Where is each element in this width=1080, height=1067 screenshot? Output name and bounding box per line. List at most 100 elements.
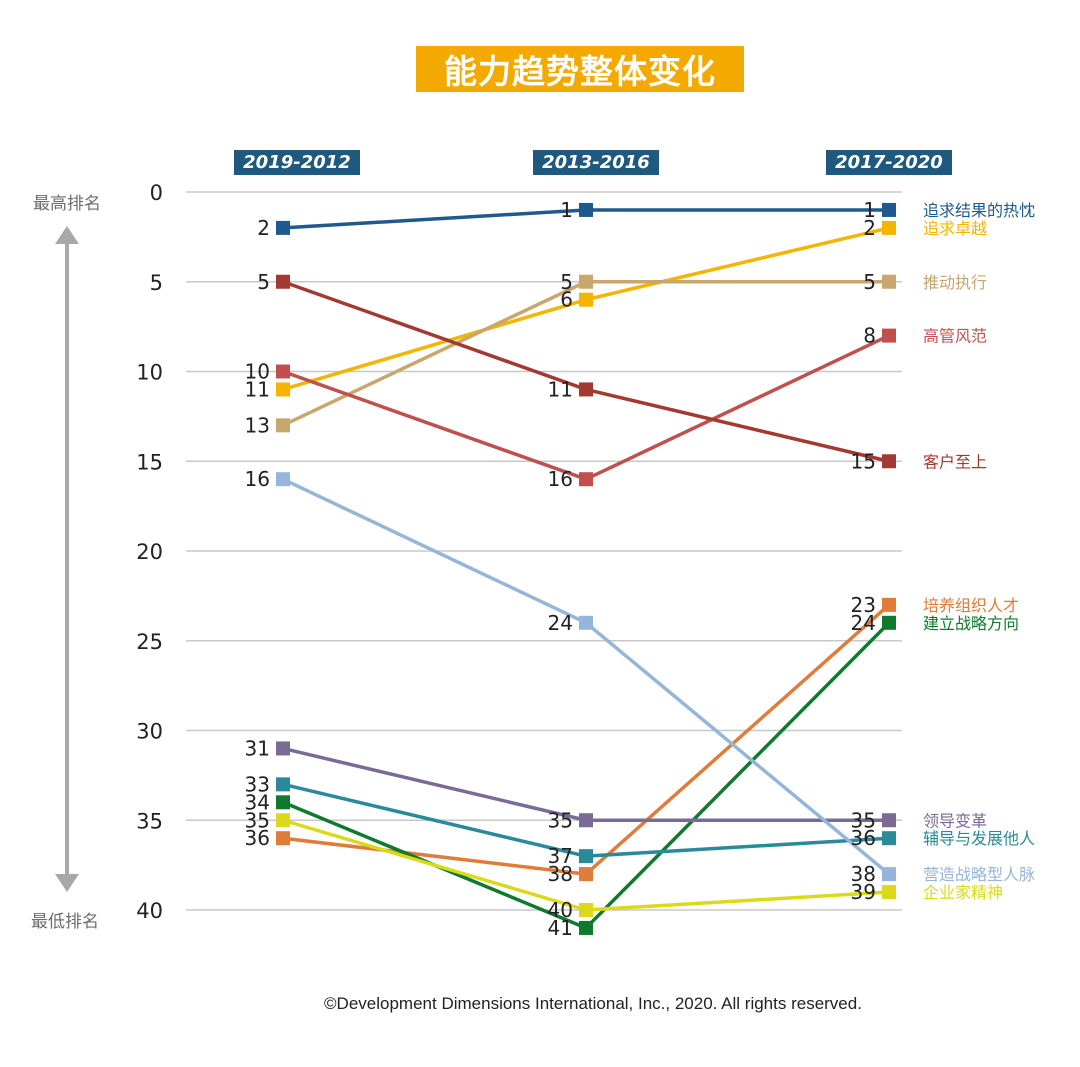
data-point-5-0 bbox=[276, 831, 290, 846]
copyright-footer: ©Development Dimensions International, I… bbox=[324, 994, 862, 1013]
data-point-8-1 bbox=[579, 849, 593, 864]
value-label-1-0: 11 bbox=[245, 377, 270, 401]
data-point-5-1 bbox=[579, 867, 593, 882]
value-label-6-2: 24 bbox=[851, 611, 876, 635]
value-label-5-2: 23 bbox=[851, 593, 876, 617]
series-name-5: 培养组织人才 bbox=[923, 596, 1019, 615]
value-label-0-0: 2 bbox=[257, 216, 270, 240]
data-point-1-2 bbox=[882, 220, 896, 235]
series-line-6 bbox=[282, 621, 891, 930]
value-label-6-0: 34 bbox=[245, 790, 270, 814]
series-name-3: 高管风范 bbox=[923, 327, 987, 346]
series-name-8: 辅导与发展他人 bbox=[923, 829, 1035, 848]
series-names: 追求结果的热忱追求卓越推动执行高管风范客户至上培养组织人才建立战略方向领导变革辅… bbox=[923, 201, 1035, 902]
y-tick-label: 0 bbox=[150, 181, 163, 205]
value-label-5-1: 38 bbox=[548, 862, 573, 886]
grid-lines bbox=[186, 191, 902, 911]
value-label-2-0: 13 bbox=[245, 413, 270, 437]
y-tick-label: 15 bbox=[136, 450, 163, 474]
rank-arrow bbox=[55, 226, 79, 892]
data-point-4-0 bbox=[276, 274, 290, 289]
data-point-2-0 bbox=[276, 418, 290, 433]
value-label-7-0: 31 bbox=[245, 736, 270, 760]
value-label-1-1: 6 bbox=[560, 288, 573, 312]
series-line-3 bbox=[282, 334, 890, 481]
series-markers bbox=[276, 202, 896, 935]
data-point-4-2 bbox=[882, 454, 896, 469]
series-line-10 bbox=[282, 818, 890, 912]
series-line-5 bbox=[282, 603, 891, 876]
value-label-9-2: 38 bbox=[851, 862, 876, 886]
data-point-0-2 bbox=[882, 202, 896, 217]
value-label-3-2: 8 bbox=[863, 324, 876, 348]
y-axis-ticks: 0 5 10 15 20 25 30 35 40 bbox=[136, 181, 163, 923]
chart-title: 能力趋势整体变化 bbox=[416, 46, 744, 92]
series-name-1: 追求卓越 bbox=[923, 219, 987, 238]
data-point-1-0 bbox=[276, 382, 290, 397]
value-label-6-1: 41 bbox=[548, 916, 573, 940]
value-label-2-1: 5 bbox=[560, 270, 573, 294]
data-point-9-1 bbox=[579, 615, 593, 630]
value-label-0-1: 1 bbox=[560, 198, 573, 222]
series-name-2: 推动执行 bbox=[923, 273, 987, 292]
value-label-10-2: 39 bbox=[851, 880, 876, 904]
lowest-rank-label: 最低排名 bbox=[31, 912, 99, 932]
value-label-10-0: 35 bbox=[245, 808, 270, 832]
data-point-1-1 bbox=[579, 292, 593, 307]
data-point-8-0 bbox=[276, 777, 290, 792]
data-point-9-2 bbox=[882, 867, 896, 882]
data-point-3-2 bbox=[882, 328, 896, 343]
y-tick-label: 35 bbox=[136, 809, 163, 833]
value-label-7-2: 35 bbox=[851, 808, 876, 832]
series-name-0: 追求结果的热忱 bbox=[923, 201, 1035, 220]
value-label-4-0: 5 bbox=[257, 270, 270, 294]
series-name-10: 企业家精神 bbox=[923, 883, 1003, 902]
value-label-1-2: 2 bbox=[863, 216, 876, 240]
value-label-3-1: 16 bbox=[548, 467, 573, 491]
data-point-10-0 bbox=[276, 813, 290, 828]
data-point-3-1 bbox=[579, 472, 593, 487]
series-line-1 bbox=[282, 226, 890, 392]
data-point-2-1 bbox=[579, 274, 593, 289]
data-point-7-2 bbox=[882, 813, 896, 828]
value-label-7-1: 35 bbox=[548, 808, 573, 832]
series-name-6: 建立战略方向 bbox=[923, 614, 1019, 633]
data-point-10-1 bbox=[579, 903, 593, 917]
data-point-9-0 bbox=[276, 472, 290, 487]
y-tick-label: 40 bbox=[136, 899, 163, 923]
series-name-7: 领导变革 bbox=[923, 811, 987, 830]
data-point-3-0 bbox=[276, 364, 290, 379]
data-point-10-2 bbox=[882, 885, 896, 900]
series-name-4: 客户至上 bbox=[923, 452, 987, 471]
value-label-0-2: 1 bbox=[863, 198, 876, 222]
data-point-8-2 bbox=[882, 831, 896, 846]
data-point-7-1 bbox=[579, 813, 593, 828]
y-tick-label: 10 bbox=[136, 361, 163, 385]
data-point-0-0 bbox=[276, 220, 290, 235]
y-tick-label: 25 bbox=[136, 630, 163, 654]
series-name-9: 营造战略型人脉 bbox=[923, 865, 1035, 884]
value-label-2-2: 5 bbox=[863, 270, 876, 294]
value-label-10-1: 40 bbox=[548, 898, 573, 922]
data-point-6-2 bbox=[882, 615, 896, 630]
value-label-9-1: 24 bbox=[548, 611, 573, 635]
value-label-3-0: 10 bbox=[245, 360, 270, 384]
category-label-1: 2019-2012 bbox=[234, 150, 360, 175]
data-point-7-0 bbox=[276, 741, 290, 756]
data-point-6-1 bbox=[579, 920, 593, 935]
y-tick-label: 20 bbox=[136, 540, 163, 564]
data-point-4-1 bbox=[579, 382, 593, 397]
data-point-5-2 bbox=[882, 597, 896, 612]
category-label-3: 2017-2020 bbox=[826, 150, 952, 175]
value-label-8-2: 36 bbox=[851, 826, 876, 850]
data-point-2-2 bbox=[882, 274, 896, 289]
value-label-9-0: 16 bbox=[245, 467, 270, 491]
data-point-0-1 bbox=[579, 202, 593, 217]
value-label-4-2: 15 bbox=[851, 449, 876, 473]
highest-rank-label: 最高排名 bbox=[33, 194, 101, 214]
value-label-4-1: 11 bbox=[548, 377, 573, 401]
y-tick-label: 30 bbox=[136, 720, 163, 744]
series-line-7 bbox=[282, 746, 889, 822]
